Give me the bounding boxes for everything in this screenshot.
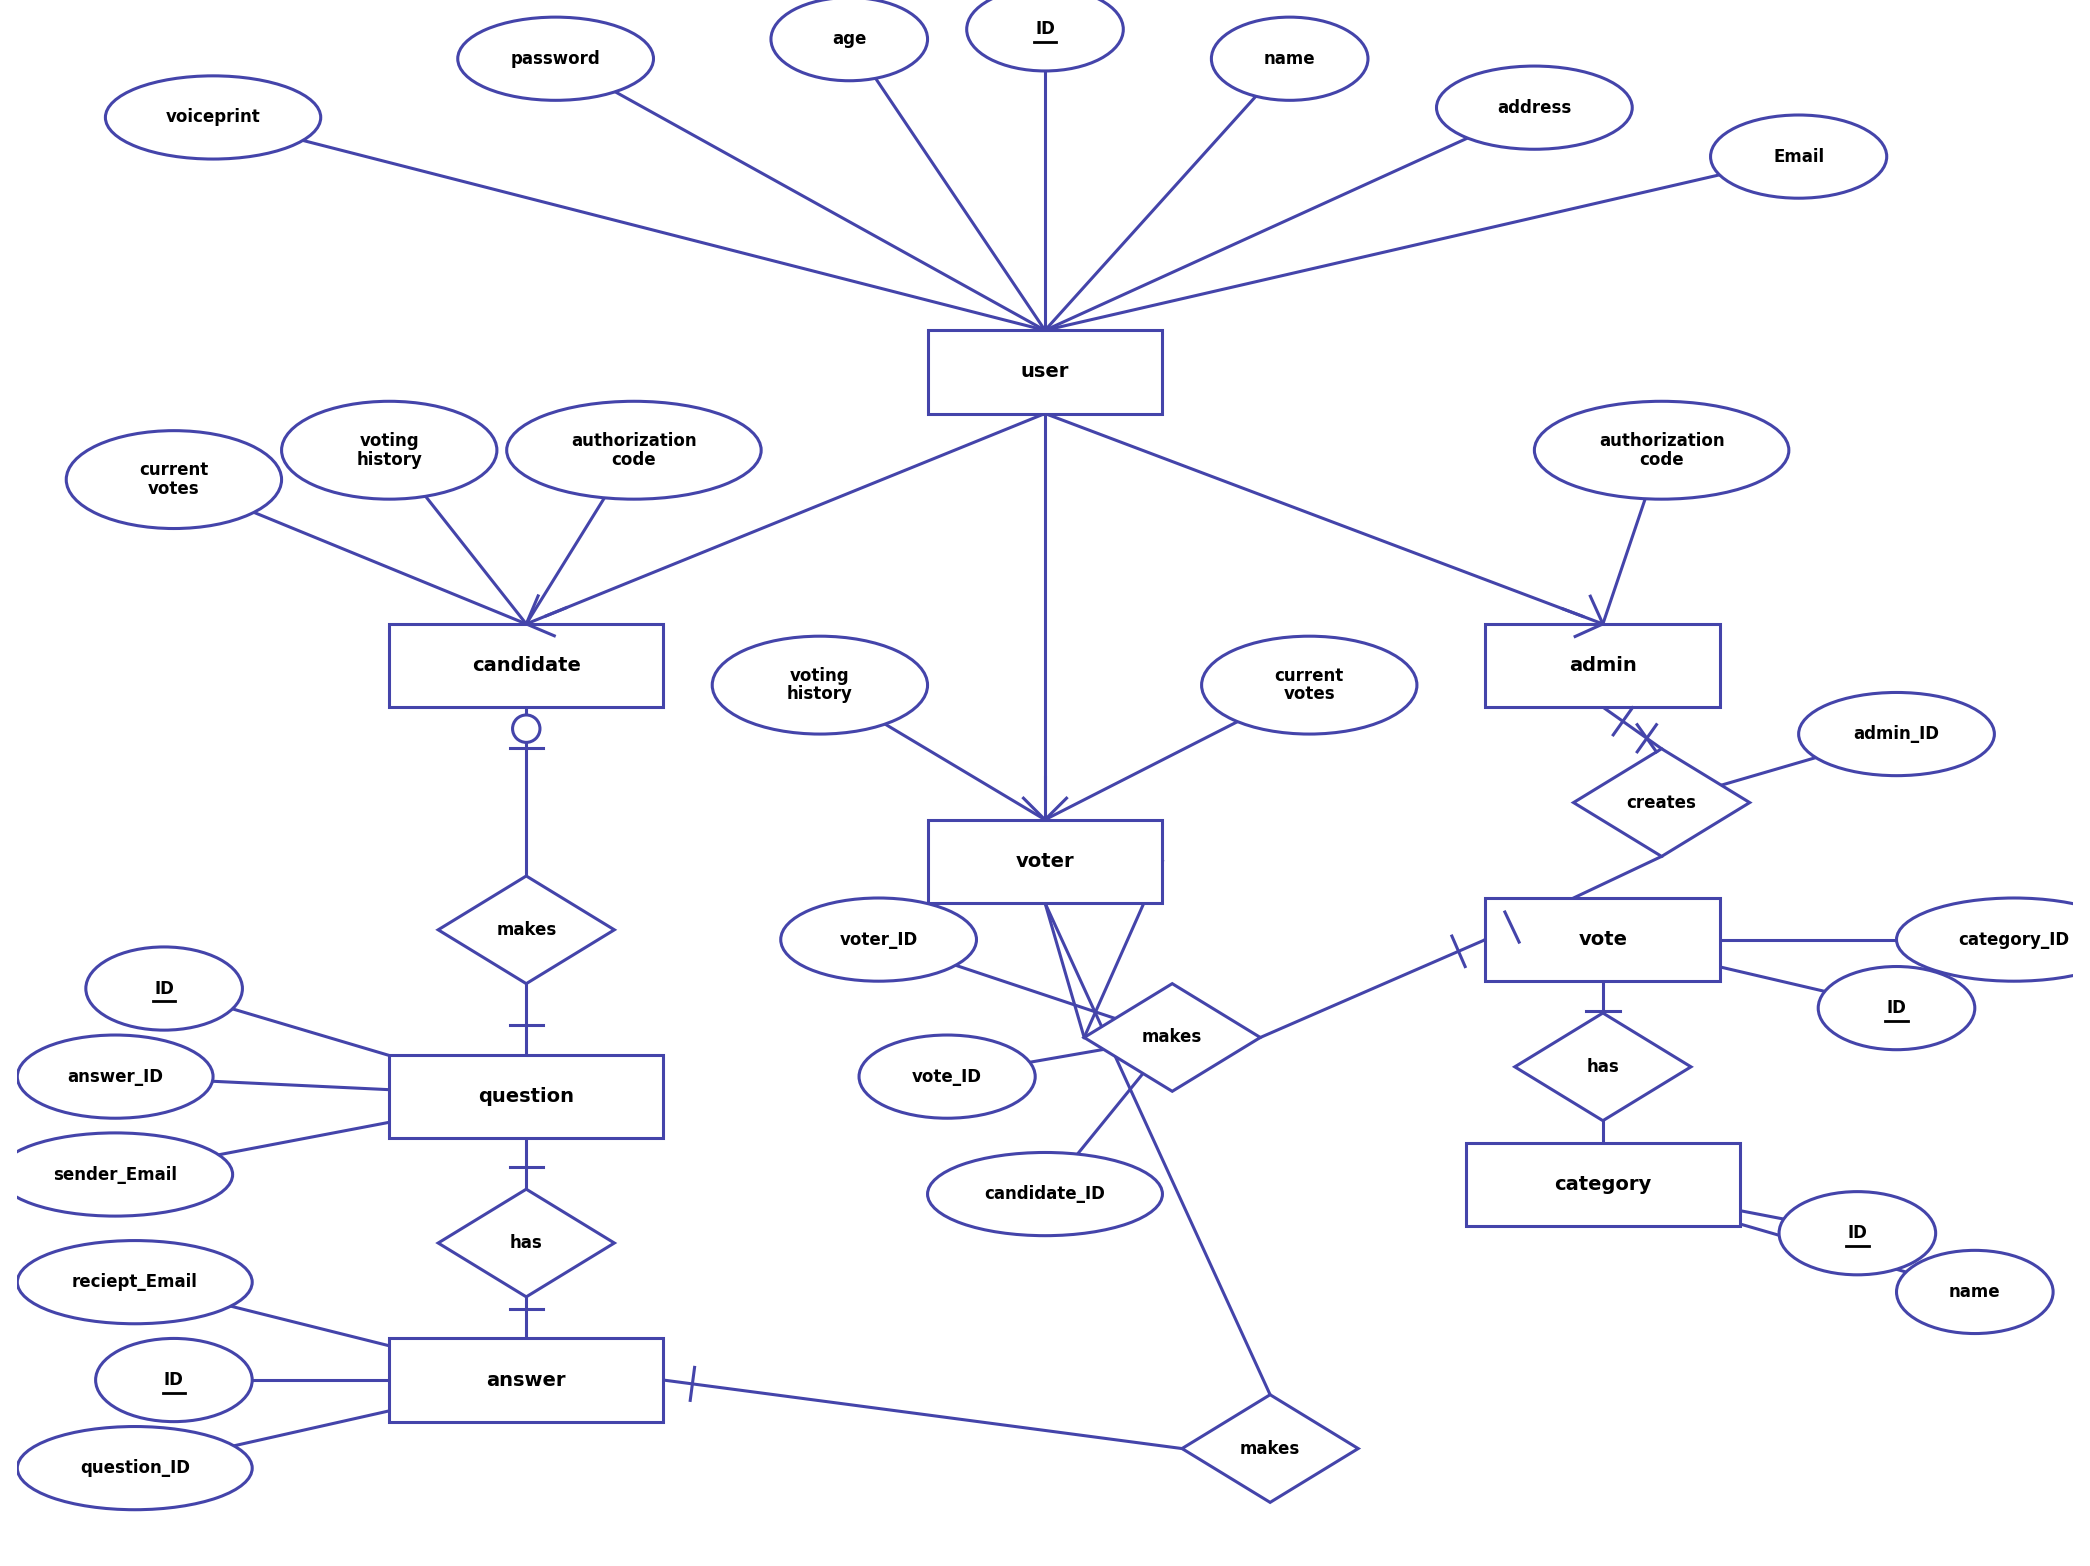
Text: votes: votes (1283, 686, 1336, 703)
Polygon shape (439, 875, 614, 983)
Ellipse shape (86, 947, 242, 1030)
Text: category_ID: category_ID (1958, 930, 2069, 949)
Text: code: code (612, 451, 656, 468)
Ellipse shape (859, 1035, 1035, 1118)
Ellipse shape (67, 431, 282, 529)
Polygon shape (1183, 1395, 1358, 1502)
Text: reciept_Email: reciept_Email (71, 1273, 199, 1290)
Text: current: current (140, 462, 209, 479)
FancyBboxPatch shape (928, 330, 1162, 413)
Text: code: code (1639, 451, 1685, 468)
Circle shape (512, 716, 539, 742)
Text: admin: admin (1570, 656, 1636, 675)
Text: answer_ID: answer_ID (67, 1068, 163, 1085)
Ellipse shape (1202, 636, 1417, 734)
Text: age: age (832, 30, 867, 49)
Text: authorization: authorization (1599, 432, 1724, 449)
Text: ID: ID (1035, 20, 1055, 38)
FancyBboxPatch shape (389, 1054, 663, 1138)
Text: creates: creates (1626, 794, 1697, 811)
Text: ID: ID (1887, 999, 1906, 1016)
Polygon shape (1085, 983, 1260, 1092)
Text: makes: makes (495, 921, 556, 938)
Text: ID: ID (163, 1372, 184, 1389)
Text: vote: vote (1578, 930, 1628, 949)
Text: vote_ID: vote_ID (911, 1068, 982, 1085)
Ellipse shape (96, 1339, 253, 1422)
Polygon shape (1574, 749, 1749, 857)
Text: address: address (1496, 99, 1572, 116)
Polygon shape (1515, 1013, 1691, 1121)
Text: question_ID: question_ID (79, 1460, 190, 1477)
Ellipse shape (282, 401, 497, 500)
Ellipse shape (506, 401, 761, 500)
Text: authorization: authorization (571, 432, 696, 449)
Ellipse shape (928, 1153, 1162, 1236)
Ellipse shape (1436, 66, 1632, 149)
Text: admin_ID: admin_ID (1854, 725, 1940, 742)
Ellipse shape (1896, 897, 2090, 982)
Ellipse shape (17, 1035, 213, 1118)
Text: voting: voting (790, 667, 851, 684)
Text: answer: answer (487, 1370, 566, 1389)
Text: voter: voter (1016, 852, 1074, 871)
Text: question: question (479, 1087, 575, 1106)
Text: user: user (1020, 362, 1070, 382)
Text: ID: ID (155, 980, 173, 998)
Ellipse shape (782, 897, 976, 982)
Ellipse shape (104, 75, 320, 160)
Ellipse shape (1779, 1192, 1935, 1275)
Text: has: has (510, 1234, 543, 1251)
Text: ID: ID (1848, 1225, 1866, 1242)
Ellipse shape (1799, 692, 1994, 775)
Text: history: history (355, 451, 422, 468)
Text: voiceprint: voiceprint (165, 108, 261, 127)
Text: candidate_ID: candidate_ID (984, 1185, 1106, 1203)
Text: voting: voting (359, 432, 420, 449)
Text: name: name (1264, 50, 1315, 67)
FancyBboxPatch shape (389, 623, 663, 708)
Text: has: has (1586, 1059, 1620, 1076)
Text: sender_Email: sender_Email (52, 1165, 178, 1184)
Text: makes: makes (1239, 1439, 1300, 1458)
Ellipse shape (17, 1240, 253, 1323)
Text: makes: makes (1141, 1029, 1202, 1046)
Text: name: name (1950, 1283, 2000, 1301)
Text: Email: Email (1772, 147, 1825, 166)
Ellipse shape (1818, 966, 1975, 1049)
FancyBboxPatch shape (928, 819, 1162, 904)
Text: voter_ID: voter_ID (840, 930, 918, 949)
Ellipse shape (1710, 114, 1887, 199)
FancyBboxPatch shape (389, 1339, 663, 1422)
FancyBboxPatch shape (1486, 897, 1720, 982)
Ellipse shape (1212, 17, 1369, 100)
Text: current: current (1275, 667, 1344, 684)
Text: votes: votes (148, 479, 201, 498)
Ellipse shape (1534, 401, 1789, 500)
FancyBboxPatch shape (1465, 1143, 1739, 1226)
Text: category: category (1555, 1174, 1651, 1193)
Ellipse shape (0, 1132, 232, 1217)
Ellipse shape (1896, 1250, 2052, 1334)
Text: candidate: candidate (472, 656, 581, 675)
Ellipse shape (17, 1427, 253, 1510)
Text: password: password (510, 50, 600, 67)
Ellipse shape (968, 0, 1122, 70)
FancyBboxPatch shape (1486, 623, 1720, 708)
Text: history: history (788, 686, 853, 703)
Ellipse shape (771, 0, 928, 81)
Ellipse shape (713, 636, 928, 734)
Ellipse shape (458, 17, 654, 100)
Polygon shape (439, 1189, 614, 1297)
